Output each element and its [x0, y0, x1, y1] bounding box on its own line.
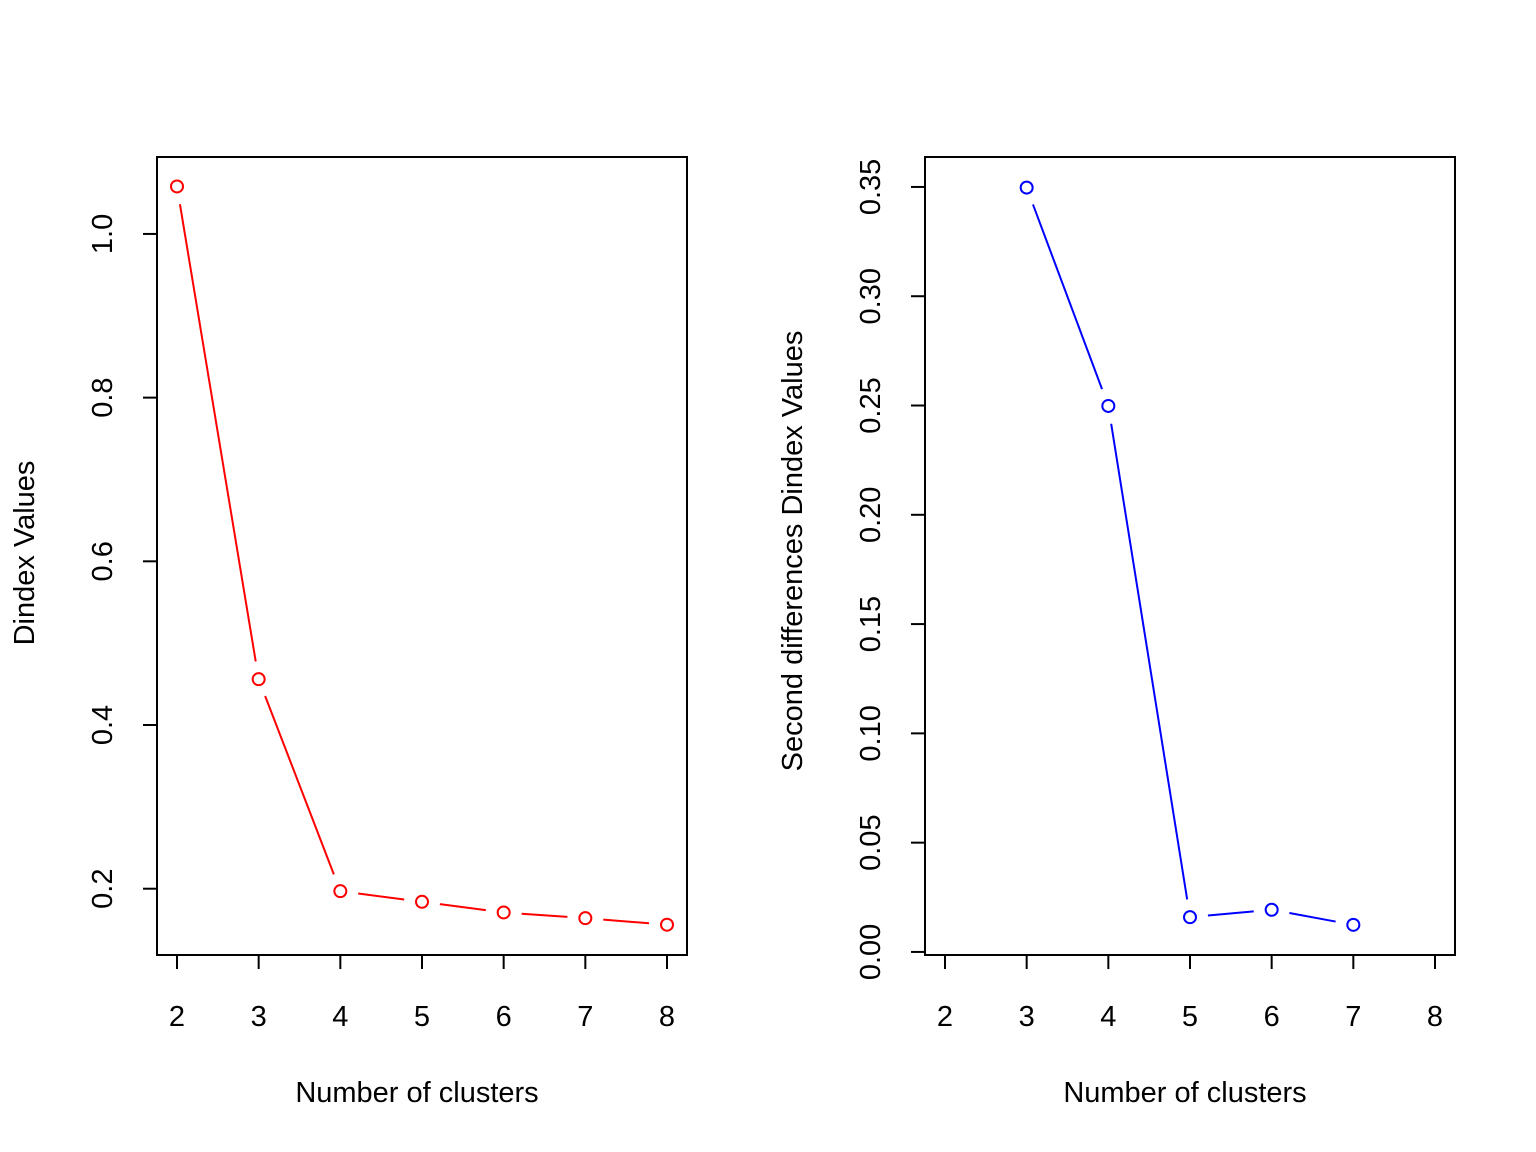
y-axis-ticks: 0.00 0.05 0.10 0.15 0.20 0.25 0.30 0.35: [855, 159, 926, 980]
data-point: [415, 894, 429, 909]
second-differences-panel: 2 3 4 5 6 7 8 0.00 0.05 0.10 0.15 0.20 0.25 0.30 0.35…: [777, 156, 1456, 1109]
y-axis-title: Dindex Values: [9, 461, 41, 646]
y-tick-label: 0.2: [87, 869, 119, 909]
dindex-series: [170, 179, 674, 932]
x-tick-label: 8: [659, 1001, 675, 1033]
data-point: [1101, 398, 1116, 413]
series-line-segment: [1289, 912, 1336, 923]
y-axis-ticks: 0.2 0.4 0.6 0.8 1.0: [87, 214, 158, 909]
x-tick-label: 6: [496, 1001, 512, 1033]
series-line-segment: [358, 892, 405, 901]
data-point: [1183, 910, 1197, 925]
y-tick-label: 0.4: [87, 705, 119, 745]
y-tick-label: 1.0: [87, 214, 119, 254]
x-tick-label: 2: [937, 1001, 953, 1033]
x-tick-label: 7: [577, 1001, 593, 1033]
data-point: [1019, 180, 1034, 195]
y-tick-label: 0.15: [855, 596, 887, 652]
x-axis-ticks: 2 3 4 5 6 7 8: [169, 954, 675, 1033]
series-line-segment: [439, 903, 486, 912]
x-tick-label: 4: [1100, 1001, 1116, 1033]
x-tick-label: 6: [1264, 1001, 1280, 1033]
y-tick-label: 0.35: [855, 159, 887, 215]
x-axis-title: Number of clusters: [1063, 1077, 1306, 1109]
series-line-segment: [521, 912, 568, 918]
y-tick-label: 0.05: [855, 814, 887, 870]
x-tick-label: 3: [1019, 1001, 1035, 1033]
y-tick-label: 0.6: [87, 541, 119, 581]
x-tick-label: 2: [169, 1001, 185, 1033]
y-tick-label: 0.10: [855, 705, 887, 761]
data-point: [1346, 917, 1361, 932]
x-tick-label: 5: [414, 1001, 430, 1033]
data-point: [251, 672, 266, 687]
series-line-segment: [1032, 204, 1103, 390]
y-axis-title: Second differences Dindex Values: [777, 331, 809, 772]
data-point: [660, 917, 674, 932]
x-tick-label: 8: [1427, 1001, 1443, 1033]
x-tick-label: 4: [332, 1001, 348, 1033]
y-tick-label: 0.8: [87, 377, 119, 417]
x-tick-label: 3: [251, 1001, 267, 1033]
data-point: [1264, 902, 1279, 917]
series-line-segment: [1207, 910, 1254, 917]
data-point: [578, 911, 593, 926]
data-point: [170, 179, 184, 194]
x-axis-ticks: 2 3 4 5 6 7 8: [937, 954, 1443, 1033]
y-tick-label: 0.30: [855, 268, 887, 324]
y-tick-label: 0.25: [855, 377, 887, 433]
series-line-segment: [264, 695, 335, 875]
series-line-segment: [603, 918, 650, 925]
second-differences-series: [1019, 180, 1361, 932]
y-tick-label: 0.20: [855, 487, 887, 543]
x-tick-label: 7: [1345, 1001, 1361, 1033]
y-tick-label: 0.00: [855, 924, 887, 980]
dindex-panel: 2 3 4 5 6 7 8 0.2 0.4 0.6 0.8 1.0 Number of cluste…: [9, 156, 688, 1109]
series-line-segment: [1110, 423, 1189, 900]
data-point: [333, 884, 348, 899]
x-axis-title: Number of clusters: [295, 1077, 538, 1109]
data-point: [496, 905, 511, 920]
series-line-segment: [178, 204, 257, 662]
x-tick-label: 5: [1182, 1001, 1198, 1033]
